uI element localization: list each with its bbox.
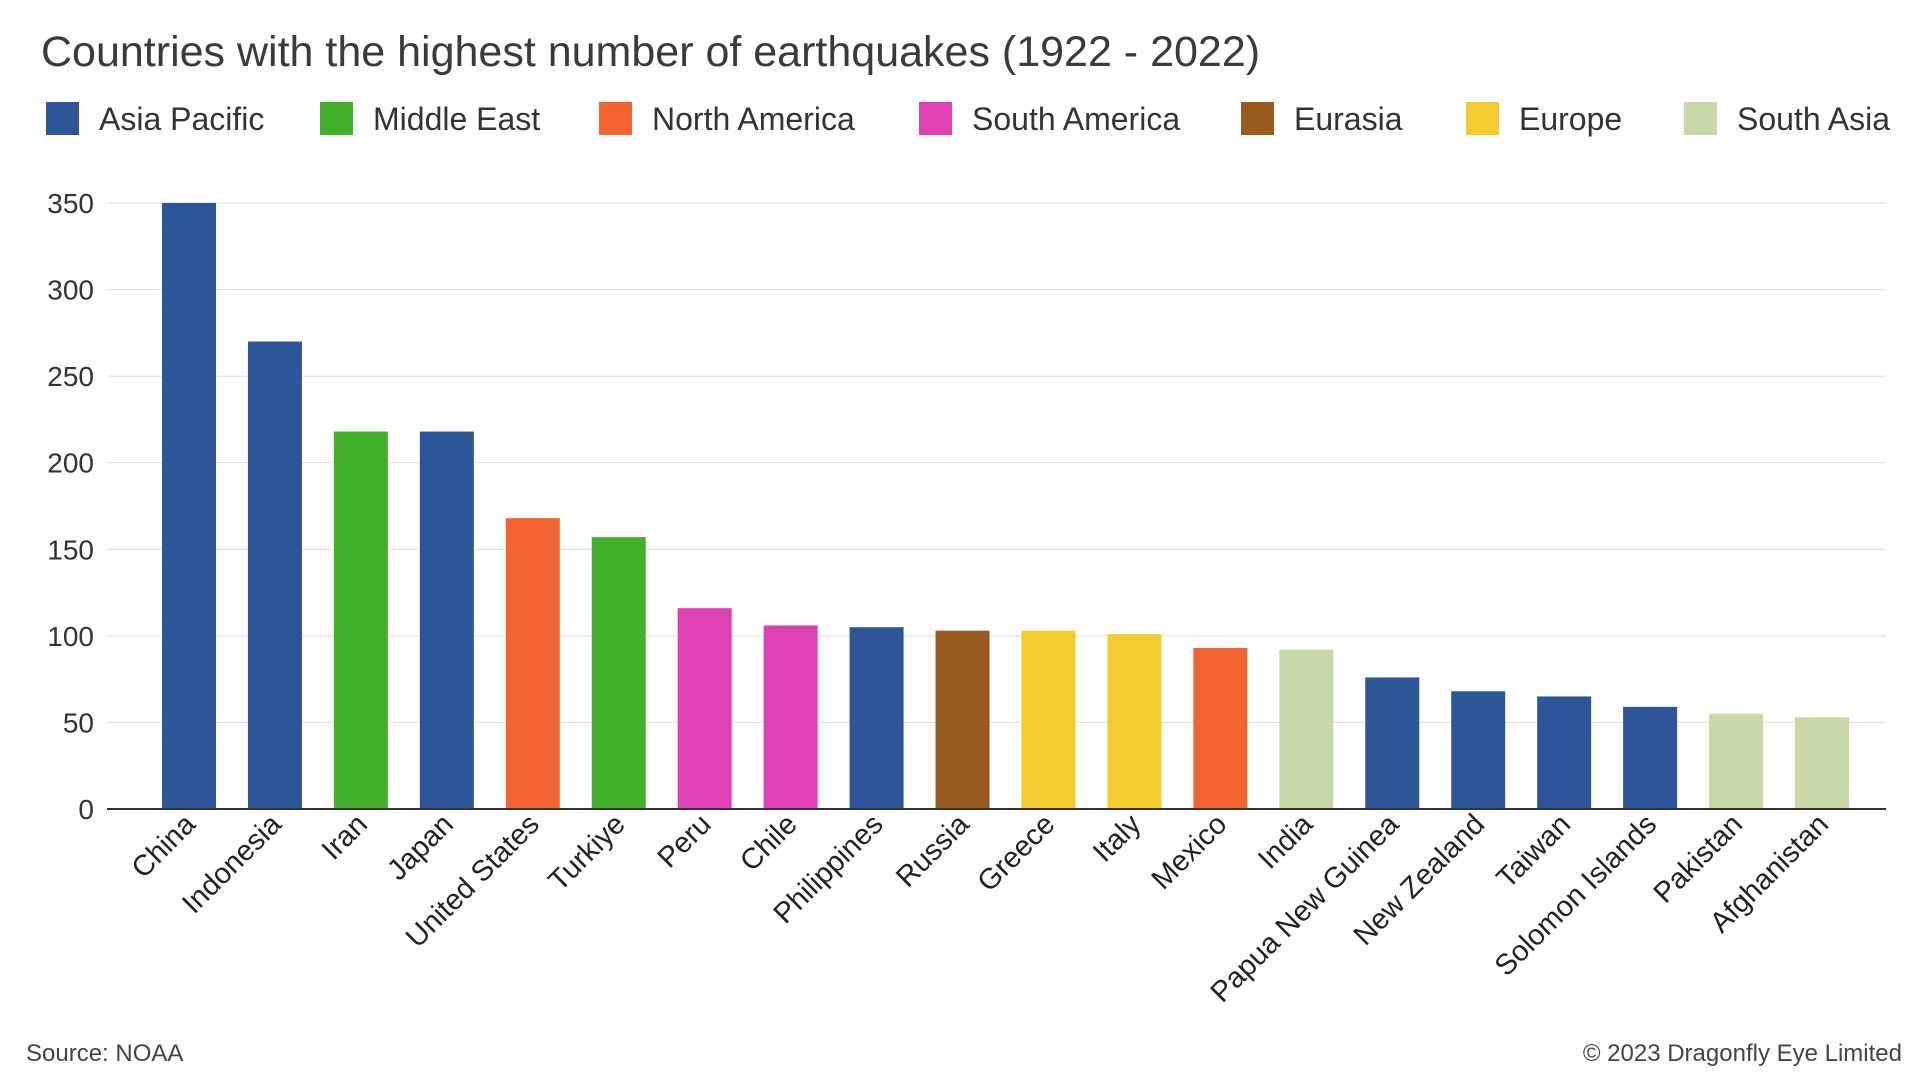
- bar-iran: [333, 431, 388, 809]
- x-tick-label: Greece: [972, 808, 1062, 898]
- bar-china: [162, 203, 216, 809]
- bar-taiwan: [1537, 696, 1592, 809]
- bar-solomon-islands: [1623, 706, 1678, 809]
- bar-mexico: [1193, 647, 1248, 809]
- x-tick-label: Turkiye: [543, 808, 632, 897]
- bar-india: [1279, 649, 1334, 809]
- y-tick-label: 150: [47, 534, 94, 565]
- legend-label: Europe: [1519, 101, 1623, 137]
- legend-label: South America: [972, 101, 1181, 137]
- y-tick-label: 350: [47, 188, 94, 219]
- x-tick-label: India: [1252, 808, 1320, 876]
- bar-afghanistan: [1795, 717, 1849, 809]
- legend-swatch: [1684, 102, 1717, 135]
- bar-italy: [1107, 634, 1162, 809]
- bar-russia: [935, 630, 990, 809]
- copyright-note: © 2023 Dragonfly Eye Limited: [1582, 1040, 1902, 1067]
- y-tick-label: 250: [47, 361, 94, 392]
- x-tick-label: Italy: [1087, 808, 1148, 869]
- legend-swatch: [599, 102, 632, 135]
- bar-papua-new-guinea: [1365, 677, 1420, 809]
- y-tick-label: 300: [47, 275, 94, 306]
- bar-turkiye: [591, 537, 646, 809]
- x-tick-label: Russia: [890, 808, 976, 894]
- y-tick-label: 0: [78, 794, 94, 825]
- x-tick-label: China: [126, 808, 203, 885]
- bar-united-states: [505, 518, 560, 809]
- bar-chile: [763, 625, 818, 809]
- legend-label: South Asia: [1737, 101, 1890, 137]
- x-tick-label: Chile: [734, 808, 803, 877]
- x-tick-label: Japan: [381, 808, 459, 886]
- x-tick-label: Iran: [316, 808, 374, 866]
- legend-swatch: [320, 102, 353, 135]
- bar-indonesia: [247, 341, 302, 809]
- legend-swatch: [46, 102, 79, 135]
- bar-peru: [677, 608, 732, 809]
- y-tick-label: 100: [47, 621, 94, 652]
- legend-label: Eurasia: [1294, 101, 1403, 137]
- bar-new-zealand: [1451, 691, 1506, 809]
- source-note: Source: NOAA: [26, 1040, 184, 1067]
- legend-label: North America: [652, 101, 855, 137]
- legend-label: Asia Pacific: [99, 101, 265, 137]
- legend-swatch: [1241, 102, 1274, 135]
- x-tick-label: Peru: [652, 808, 718, 874]
- legend-swatch: [1466, 102, 1499, 135]
- legend-label: Middle East: [373, 101, 541, 137]
- x-tick-label: Mexico: [1146, 808, 1234, 896]
- chart-title: Countries with the highest number of ear…: [41, 28, 1261, 76]
- y-tick-label: 200: [47, 448, 94, 479]
- y-tick-label: 50: [63, 707, 94, 738]
- bar-pakistan: [1709, 713, 1764, 809]
- bar-philippines: [849, 627, 904, 809]
- bar-greece: [1021, 630, 1076, 809]
- x-tick-label: Taiwan: [1491, 808, 1577, 894]
- bar-japan: [419, 431, 474, 809]
- legend-swatch: [919, 102, 952, 135]
- x-tick-label: Solomon Islands: [1489, 808, 1663, 982]
